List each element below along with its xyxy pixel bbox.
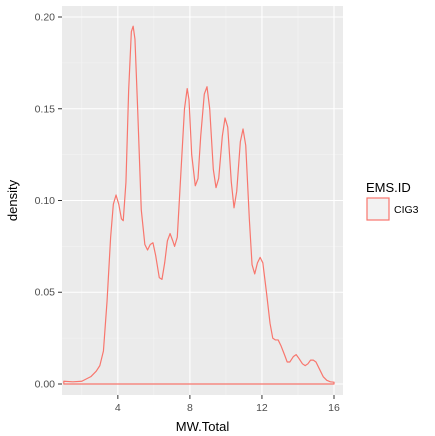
legend: EMS.ID CIG3: [366, 180, 419, 221]
y-axis-ticks: 0.00 0.05 0.10 0.15 0.20: [35, 12, 62, 390]
x-axis-ticks: 4 8 12 16: [115, 395, 340, 414]
y-axis-title: density: [5, 179, 20, 221]
y-tick-label: 0.00: [35, 378, 56, 390]
y-tick-label: 0.15: [35, 103, 56, 115]
x-tick-label: 12: [256, 402, 268, 414]
x-tick-label: 8: [187, 402, 193, 414]
x-axis-title: MW.Total: [176, 419, 230, 434]
x-tick-label: 4: [115, 402, 121, 414]
y-tick-label: 0.10: [35, 195, 56, 207]
x-tick-label: 16: [328, 402, 340, 414]
legend-label-cig3: CIG3: [394, 204, 419, 216]
legend-key-cig3: [366, 197, 390, 221]
series-layer: [63, 25, 335, 385]
legend-title: EMS.ID: [366, 180, 411, 195]
y-tick-label: 0.20: [35, 12, 56, 24]
density-curve-cig3: [63, 25, 335, 385]
y-tick-label: 0.05: [35, 287, 56, 299]
